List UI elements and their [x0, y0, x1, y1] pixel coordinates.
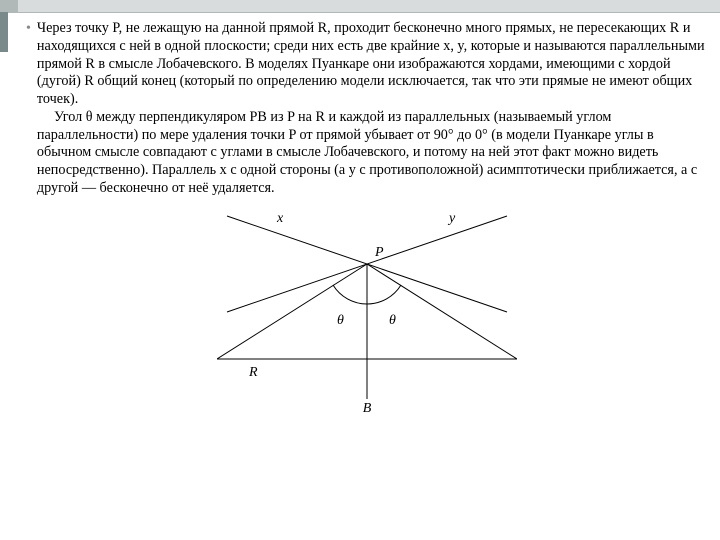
slide-top-bar: [0, 0, 720, 13]
slide-left-accent: [0, 12, 8, 52]
label-y: y: [447, 211, 456, 226]
line-P-to-left: [217, 264, 367, 359]
geometry-diagram: x y P θ θ R B: [217, 204, 517, 414]
arc-theta-right: [367, 285, 401, 304]
label-B: B: [363, 401, 372, 414]
slide-content: • Через точку P, не лежащую на данной пр…: [26, 20, 708, 414]
paragraph-1: Через точку P, не лежащую на данной прям…: [37, 20, 708, 109]
line-P-to-right: [367, 264, 517, 359]
label-R: R: [248, 365, 258, 380]
label-x: x: [276, 211, 284, 226]
bullet-glyph: •: [26, 20, 31, 198]
bullet-item: • Через точку P, не лежащую на данной пр…: [26, 20, 708, 198]
label-theta-right: θ: [389, 313, 396, 328]
bullet-text: Через точку P, не лежащую на данной прям…: [37, 20, 708, 198]
arc-theta-left: [333, 285, 367, 304]
label-theta-left: θ: [337, 313, 344, 328]
label-P: P: [374, 245, 384, 260]
paragraph-2: Угол θ между перпендикуляром PB из P на …: [37, 109, 708, 198]
